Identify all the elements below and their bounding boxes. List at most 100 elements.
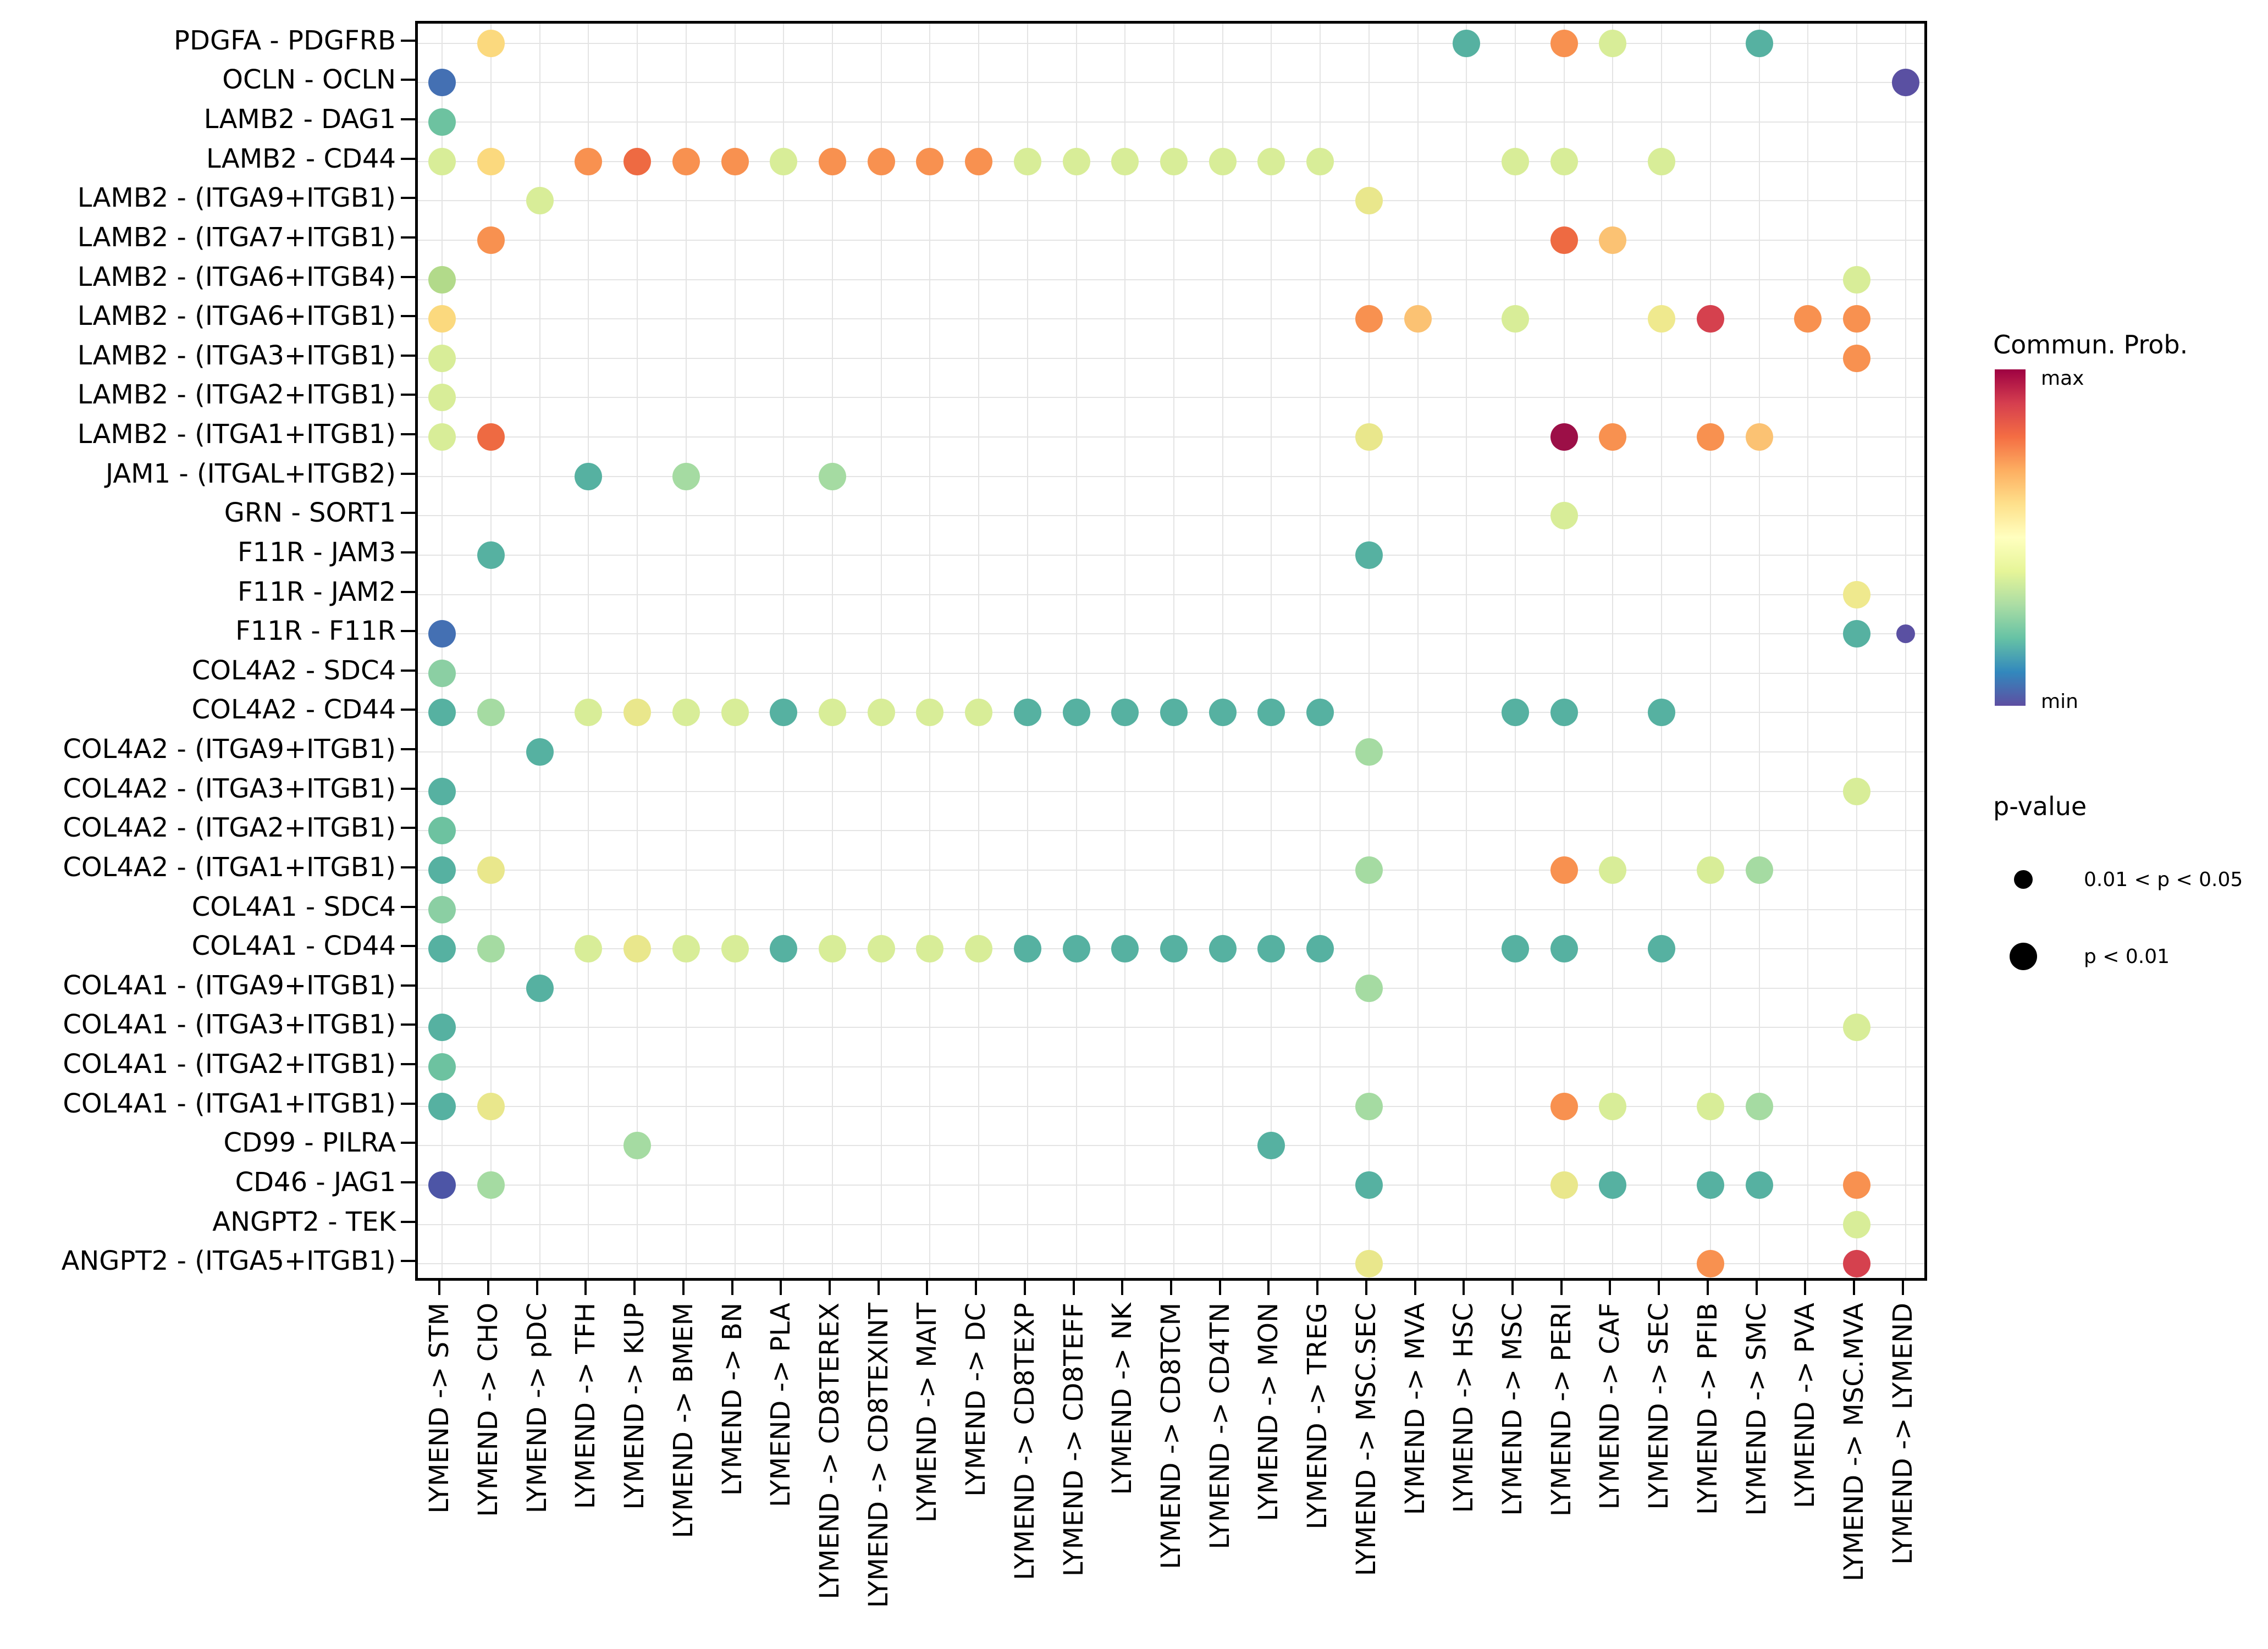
x-axis-label: LYMEND -> BN: [716, 1303, 748, 1496]
data-point: [1842, 305, 1870, 333]
data-point: [428, 423, 456, 451]
x-axis-tick: [1804, 1281, 1807, 1295]
x-axis-label: LYMEND -> CD8TEFF: [1058, 1303, 1089, 1577]
x-axis-tick: [536, 1281, 538, 1295]
data-point: [1842, 1171, 1870, 1199]
y-axis-label: ANGPT2 - (ITGA5+ITGB1): [61, 1246, 396, 1277]
gridline-vertical: [978, 24, 980, 1278]
x-axis-tick: [1170, 1281, 1172, 1295]
gridline-vertical: [1124, 24, 1126, 1278]
y-axis-label: JAM1 - (ITGAL+ITGB2): [106, 458, 396, 489]
gridline-horizontal: [418, 554, 1924, 556]
data-point: [1306, 699, 1334, 727]
data-point: [819, 147, 847, 175]
data-point: [1891, 69, 1919, 97]
data-point: [1355, 423, 1383, 451]
y-axis-label: COL4A2 - CD44: [191, 694, 396, 726]
gridline-horizontal: [418, 987, 1924, 989]
data-point: [1501, 147, 1529, 175]
y-axis-label: LAMB2 - (ITGA2+ITGB1): [77, 379, 396, 411]
data-point: [1696, 1171, 1724, 1199]
gridline-vertical: [1905, 24, 1906, 1278]
data-point: [1111, 935, 1139, 963]
data-point: [428, 69, 456, 97]
data-point: [1062, 935, 1090, 963]
data-point: [477, 29, 505, 57]
x-axis-tick: [731, 1281, 733, 1295]
data-point: [1355, 1171, 1383, 1199]
data-point: [1062, 699, 1090, 727]
x-axis-label: LYMEND -> SMC: [1741, 1303, 1772, 1516]
x-axis-label: LYMEND -> CD8TEXP: [1009, 1303, 1040, 1580]
y-axis-label: COL4A1 - (ITGA1+ITGB1): [63, 1088, 396, 1119]
data-point: [770, 147, 798, 175]
data-point: [428, 817, 456, 845]
x-axis-tick: [975, 1281, 978, 1295]
y-axis-label: LAMB2 - (ITGA1+ITGB1): [77, 419, 396, 450]
y-axis-label: COL4A2 - (ITGA2+ITGB1): [63, 812, 396, 844]
pvalue-legend-title: p-value: [1993, 792, 2087, 821]
data-point: [428, 384, 456, 412]
y-axis-tick: [401, 394, 415, 396]
gridline-vertical: [1027, 24, 1028, 1278]
gridline-horizontal: [418, 1066, 1924, 1068]
data-point: [1355, 1250, 1383, 1278]
x-axis-label: LYMEND -> MVA: [1399, 1303, 1431, 1515]
x-axis-label: LYMEND -> PVA: [1790, 1303, 1821, 1508]
y-axis-tick: [401, 472, 415, 475]
gridline-horizontal: [418, 751, 1924, 753]
x-axis-label: LYMEND -> KUP: [619, 1303, 650, 1510]
data-point: [477, 935, 505, 963]
x-axis-label: LYMEND -> CHO: [473, 1303, 504, 1517]
gridline-horizontal: [418, 1145, 1924, 1147]
data-point: [1550, 147, 1578, 175]
y-axis-label: LAMB2 - (ITGA6+ITGB4): [77, 261, 396, 292]
data-point: [623, 935, 652, 963]
y-axis-label: ANGPT2 - TEK: [212, 1206, 396, 1237]
data-point: [1355, 187, 1383, 215]
data-point: [1501, 699, 1529, 727]
data-point: [1501, 935, 1529, 963]
x-axis-tick: [1852, 1281, 1855, 1295]
y-axis-label: COL4A1 - CD44: [191, 931, 396, 962]
data-point: [1842, 777, 1870, 805]
data-point: [1842, 265, 1870, 294]
x-axis-label: LYMEND -> LYMEND: [1887, 1303, 1918, 1565]
gridline-vertical: [1173, 24, 1174, 1278]
data-point: [1842, 1210, 1870, 1238]
y-axis-label: COL4A2 - SDC4: [191, 655, 396, 686]
x-axis-label: LYMEND -> PFIB: [1692, 1303, 1723, 1515]
y-axis-label: F11R - F11R: [235, 616, 396, 647]
data-point: [1160, 147, 1188, 175]
x-axis-label: LYMEND -> MAIT: [912, 1303, 943, 1523]
gridline-vertical: [1368, 24, 1370, 1278]
x-axis-tick: [1901, 1281, 1904, 1295]
data-point: [428, 1014, 456, 1042]
x-axis-label: LYMEND -> CD8TCM: [1156, 1303, 1187, 1569]
x-axis-tick: [1218, 1281, 1221, 1295]
data-point: [1306, 147, 1334, 175]
x-axis-tick: [682, 1281, 685, 1295]
gridline-vertical: [442, 24, 443, 1278]
x-axis-label: LYMEND -> pDC: [521, 1303, 553, 1514]
y-axis-tick: [401, 79, 415, 81]
gridline-vertical: [637, 24, 638, 1278]
data-point: [1355, 305, 1383, 333]
color-legend-min-label: min: [2041, 690, 2078, 713]
x-axis-label: LYMEND -> DC: [961, 1303, 992, 1497]
data-point: [1209, 699, 1237, 727]
x-axis-tick: [829, 1281, 831, 1295]
x-axis-tick: [1658, 1281, 1660, 1295]
x-axis-tick: [584, 1281, 587, 1295]
data-point: [1453, 29, 1481, 57]
data-point: [1842, 1014, 1870, 1042]
data-point: [1599, 1171, 1627, 1199]
data-point: [1306, 935, 1334, 963]
gridline-horizontal: [418, 397, 1924, 399]
data-point: [428, 265, 456, 294]
data-point: [819, 935, 847, 963]
y-axis-label: GRN - SORT1: [224, 497, 396, 529]
y-axis-tick: [401, 905, 415, 908]
x-axis-label: LYMEND -> MON: [1253, 1303, 1284, 1521]
gridline-vertical: [1758, 24, 1760, 1278]
